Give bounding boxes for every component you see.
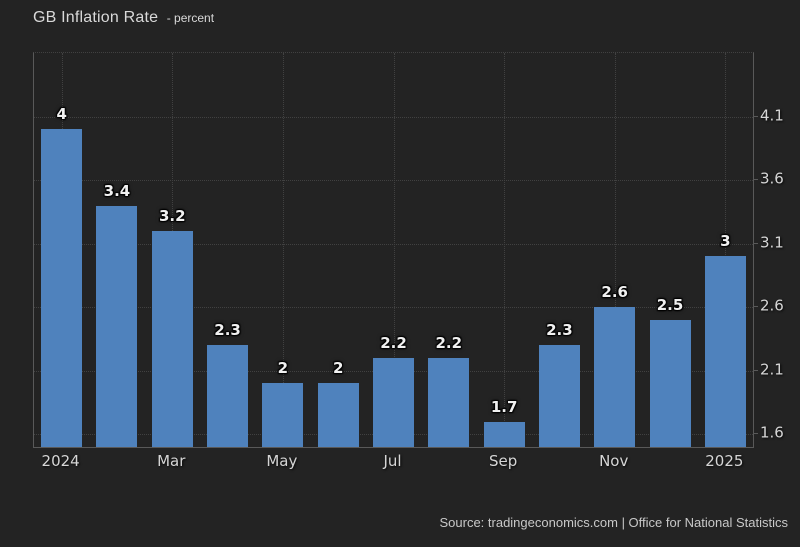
x-tick-label: Jul bbox=[383, 452, 402, 470]
bar-value-label: 3 bbox=[720, 232, 731, 251]
chart-title: GB Inflation Rate bbox=[33, 9, 159, 26]
y-tick-mark bbox=[753, 369, 758, 371]
bar[interactable] bbox=[207, 345, 249, 447]
vertical-gridline bbox=[282, 53, 284, 447]
bar[interactable] bbox=[594, 307, 636, 447]
y-tick-label: 2.1 bbox=[760, 360, 784, 379]
bar[interactable] bbox=[96, 205, 138, 447]
y-tick-mark bbox=[753, 242, 758, 244]
vertical-gridline bbox=[393, 53, 395, 447]
y-tick-label: 3.6 bbox=[760, 169, 784, 188]
vertical-gridline bbox=[504, 53, 506, 447]
y-tick-mark bbox=[753, 433, 758, 435]
bar[interactable] bbox=[151, 230, 193, 447]
x-tick-label: 2024 bbox=[41, 452, 80, 470]
chart-subtitle: - percent bbox=[166, 11, 215, 25]
y-tick-label: 4.1 bbox=[760, 106, 784, 125]
bar-value-label: 2.2 bbox=[435, 334, 463, 353]
bar-value-label: 3.4 bbox=[103, 181, 131, 200]
bar[interactable] bbox=[428, 358, 470, 447]
source-credit: Source: tradingeconomics.com | Office fo… bbox=[439, 515, 788, 530]
bar[interactable] bbox=[704, 256, 746, 447]
bar-value-label: 2.3 bbox=[214, 321, 241, 340]
bar[interactable] bbox=[483, 421, 525, 447]
x-tick-label: May bbox=[266, 452, 298, 470]
x-tick-label: Mar bbox=[157, 452, 186, 470]
bar-value-label: 1.7 bbox=[490, 397, 518, 416]
y-tick-mark bbox=[753, 115, 758, 117]
bar-value-label: 2 bbox=[277, 359, 289, 378]
chart-header: GB Inflation Rate - percent bbox=[33, 9, 214, 27]
bar-value-label: 2.2 bbox=[380, 334, 407, 353]
vertical-gridline bbox=[614, 53, 616, 447]
bar-value-label: 2.3 bbox=[546, 321, 573, 340]
x-tick-label: Nov bbox=[599, 452, 629, 470]
bar-value-label: 2.5 bbox=[656, 295, 684, 314]
y-tick-label: 2.6 bbox=[760, 296, 784, 315]
plot-area: 4 3.4 3.2 2.3 2 2 2.2 2.2 1.7 2.3 2.6 2.5 3 bbox=[33, 52, 754, 448]
y-tick-mark bbox=[753, 179, 758, 181]
y-tick-label: 3.1 bbox=[760, 233, 784, 252]
bar[interactable] bbox=[538, 345, 580, 447]
bar-value-label: 2 bbox=[332, 359, 344, 378]
vertical-gridline bbox=[725, 53, 727, 447]
x-tick-label: Sep bbox=[488, 452, 518, 470]
bar[interactable] bbox=[262, 383, 304, 447]
y-tick-mark bbox=[753, 306, 758, 308]
x-tick-label: 2025 bbox=[705, 452, 744, 470]
y-tick-label: 1.6 bbox=[760, 423, 784, 442]
bar[interactable] bbox=[41, 129, 83, 447]
bar[interactable] bbox=[317, 383, 359, 447]
bar-value-label: 2.6 bbox=[601, 283, 628, 302]
bar[interactable] bbox=[649, 319, 691, 447]
bar[interactable] bbox=[373, 358, 414, 447]
bar-value-label: 3.2 bbox=[158, 206, 186, 225]
bar-value-label: 4 bbox=[56, 105, 67, 124]
